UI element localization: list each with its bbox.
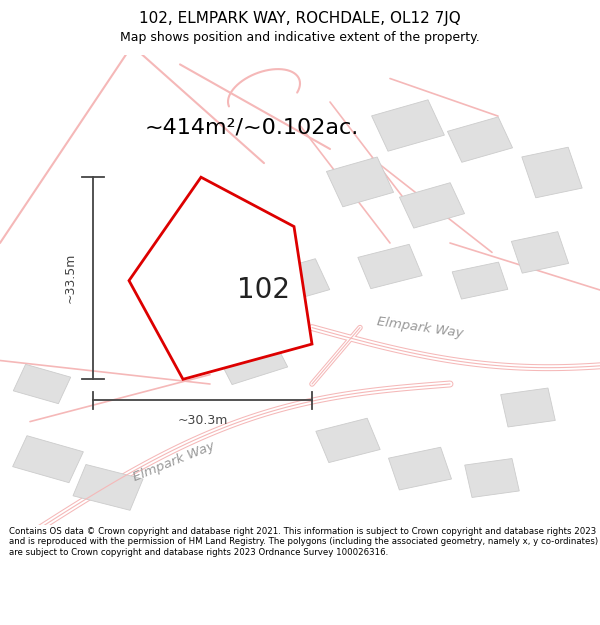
- Polygon shape: [316, 418, 380, 462]
- Text: Map shows position and indicative extent of the property.: Map shows position and indicative extent…: [120, 31, 480, 44]
- Text: ~33.5m: ~33.5m: [64, 253, 77, 303]
- Polygon shape: [217, 336, 287, 384]
- Text: Contains OS data © Crown copyright and database right 2021. This information is : Contains OS data © Crown copyright and d…: [9, 527, 598, 557]
- Polygon shape: [371, 100, 445, 151]
- Polygon shape: [388, 448, 452, 490]
- Polygon shape: [13, 364, 71, 404]
- Polygon shape: [511, 232, 569, 273]
- Polygon shape: [452, 262, 508, 299]
- Text: Elmpark Way: Elmpark Way: [131, 439, 217, 484]
- Polygon shape: [129, 177, 312, 379]
- Text: 102, ELMPARK WAY, ROCHDALE, OL12 7JQ: 102, ELMPARK WAY, ROCHDALE, OL12 7JQ: [139, 11, 461, 26]
- Polygon shape: [400, 182, 464, 228]
- Text: ~30.3m: ~30.3m: [178, 414, 227, 427]
- Text: ~414m²/~0.102ac.: ~414m²/~0.102ac.: [145, 118, 359, 138]
- Polygon shape: [501, 388, 555, 427]
- Polygon shape: [73, 464, 143, 510]
- Polygon shape: [270, 259, 330, 302]
- Text: 102: 102: [238, 276, 290, 304]
- Text: Elmpark Way: Elmpark Way: [376, 315, 464, 340]
- Polygon shape: [13, 436, 83, 482]
- Polygon shape: [326, 157, 394, 207]
- Polygon shape: [448, 117, 512, 162]
- Polygon shape: [358, 244, 422, 289]
- Polygon shape: [201, 281, 267, 328]
- Polygon shape: [465, 459, 519, 498]
- Polygon shape: [522, 148, 582, 198]
